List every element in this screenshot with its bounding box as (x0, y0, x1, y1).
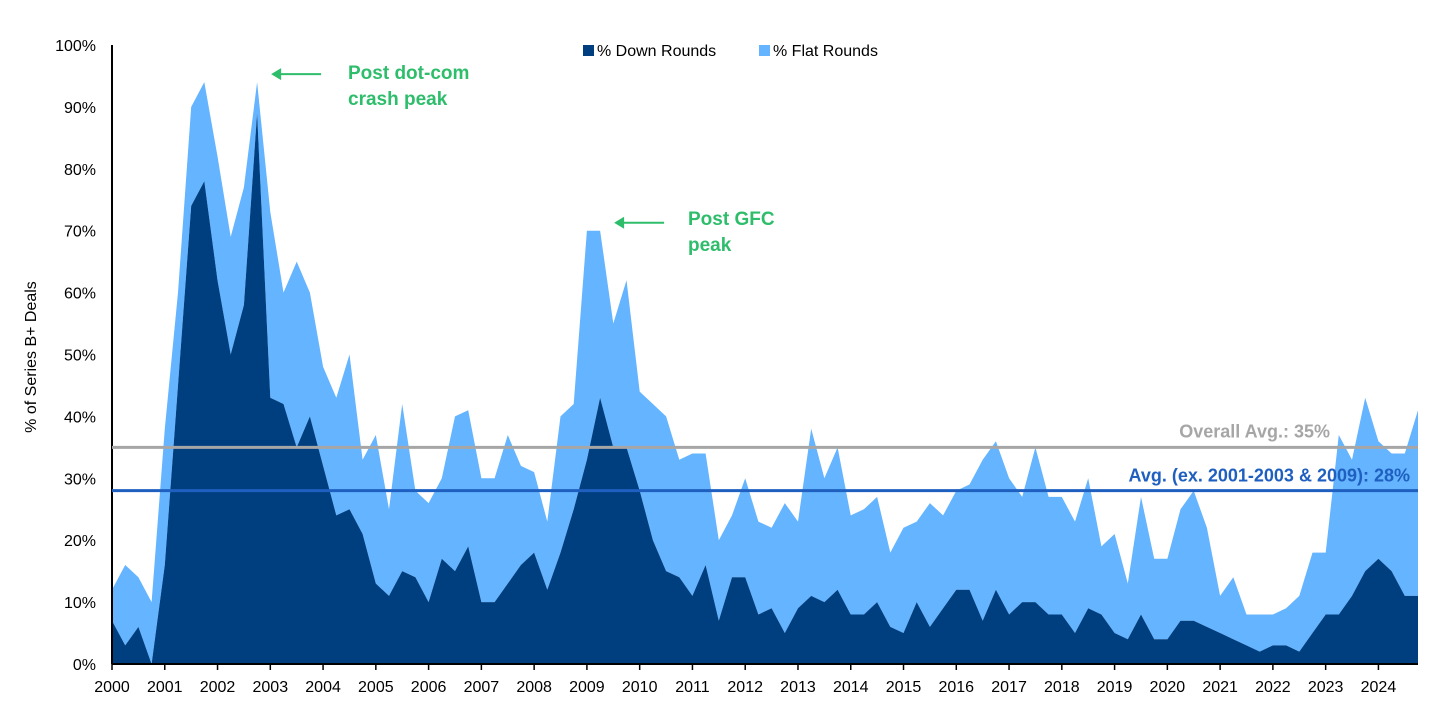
series-area-flat-rounds (112, 82, 1418, 665)
x-tick-label: 2010 (622, 679, 658, 696)
x-tick-label: 2000 (94, 679, 130, 696)
x-tick-label: 2015 (886, 679, 922, 696)
x-tick-label: 2019 (1097, 679, 1133, 696)
x-tick-label: 2018 (1044, 679, 1080, 696)
y-tick-label: 90% (64, 100, 96, 117)
y-tick-label: 80% (64, 162, 96, 179)
axes-layer: 0% 10% 20% 30% 40% 50% 60% 70% 80% 90% 100% 2000 200… (55, 38, 1418, 696)
y-tick-label: 20% (64, 533, 96, 550)
annotation-text: crash peak (348, 89, 448, 110)
x-tick-label: 2012 (727, 679, 763, 696)
x-tick-label: 2002 (200, 679, 236, 696)
y-tick-label: 40% (64, 409, 96, 426)
annotation-arrow-head (271, 68, 282, 81)
series-layer (112, 82, 1418, 665)
annotation-text: peak (688, 235, 732, 256)
x-tick-label: 2003 (253, 679, 289, 696)
y-tick-label: 30% (64, 471, 96, 488)
x-tick-label: 2004 (305, 679, 341, 696)
legend-swatch-flat-rounds (759, 45, 770, 56)
legend-label: % Flat Rounds (773, 43, 878, 60)
y-axis-title: % of Series B+ Deals (23, 281, 40, 433)
legend: % Down Rounds % Flat Rounds (583, 43, 878, 60)
y-tick-label: 0% (73, 657, 96, 674)
y-tick-label: 60% (64, 286, 96, 303)
x-tick-label: 2024 (1361, 679, 1397, 696)
x-tick-label: 2013 (780, 679, 816, 696)
x-tick-label: 2020 (1150, 679, 1186, 696)
x-tick-label: 2008 (516, 679, 552, 696)
legend-swatch-down-rounds (583, 45, 594, 56)
annotation-arrow-head (614, 216, 625, 229)
series-area-down-rounds (112, 113, 1418, 665)
annotations-layer: Post dot-com crash peak Post GFC peak (271, 63, 775, 256)
y-tick-label: 10% (64, 595, 96, 612)
reference-line-label: Overall Avg.: 35% (1179, 421, 1330, 441)
x-tick-label: 2014 (833, 679, 869, 696)
x-tick-label: 2006 (411, 679, 447, 696)
x-tick-label: 2001 (147, 679, 183, 696)
x-tick-label: 2007 (464, 679, 500, 696)
x-tick-label: 2022 (1255, 679, 1291, 696)
y-axis-title-group: % of Series B+ Deals (23, 281, 40, 433)
reference-line-label: Avg. (ex. 2001-2003 & 2009): 28% (1129, 466, 1411, 486)
y-tick-label: 50% (64, 348, 96, 365)
legend-label: % Down Rounds (597, 43, 716, 60)
x-tick-label: 2009 (569, 679, 605, 696)
annotation-text: Post dot-com (348, 63, 469, 84)
x-tick-label: 2023 (1308, 679, 1344, 696)
annotation-text: Post GFC (688, 209, 775, 230)
y-tick-label: 100% (55, 38, 96, 55)
reference-lines-layer: Overall Avg.: 35% Avg. (ex. 2001-2003 & 2… (112, 421, 1418, 493)
y-tick-label: 70% (64, 224, 96, 241)
x-tick-label: 2021 (1202, 679, 1238, 696)
x-tick-label: 2016 (938, 679, 974, 696)
x-tick-label: 2011 (675, 679, 710, 696)
x-tick-label: 2017 (991, 679, 1027, 696)
x-tick-label: 2005 (358, 679, 394, 696)
